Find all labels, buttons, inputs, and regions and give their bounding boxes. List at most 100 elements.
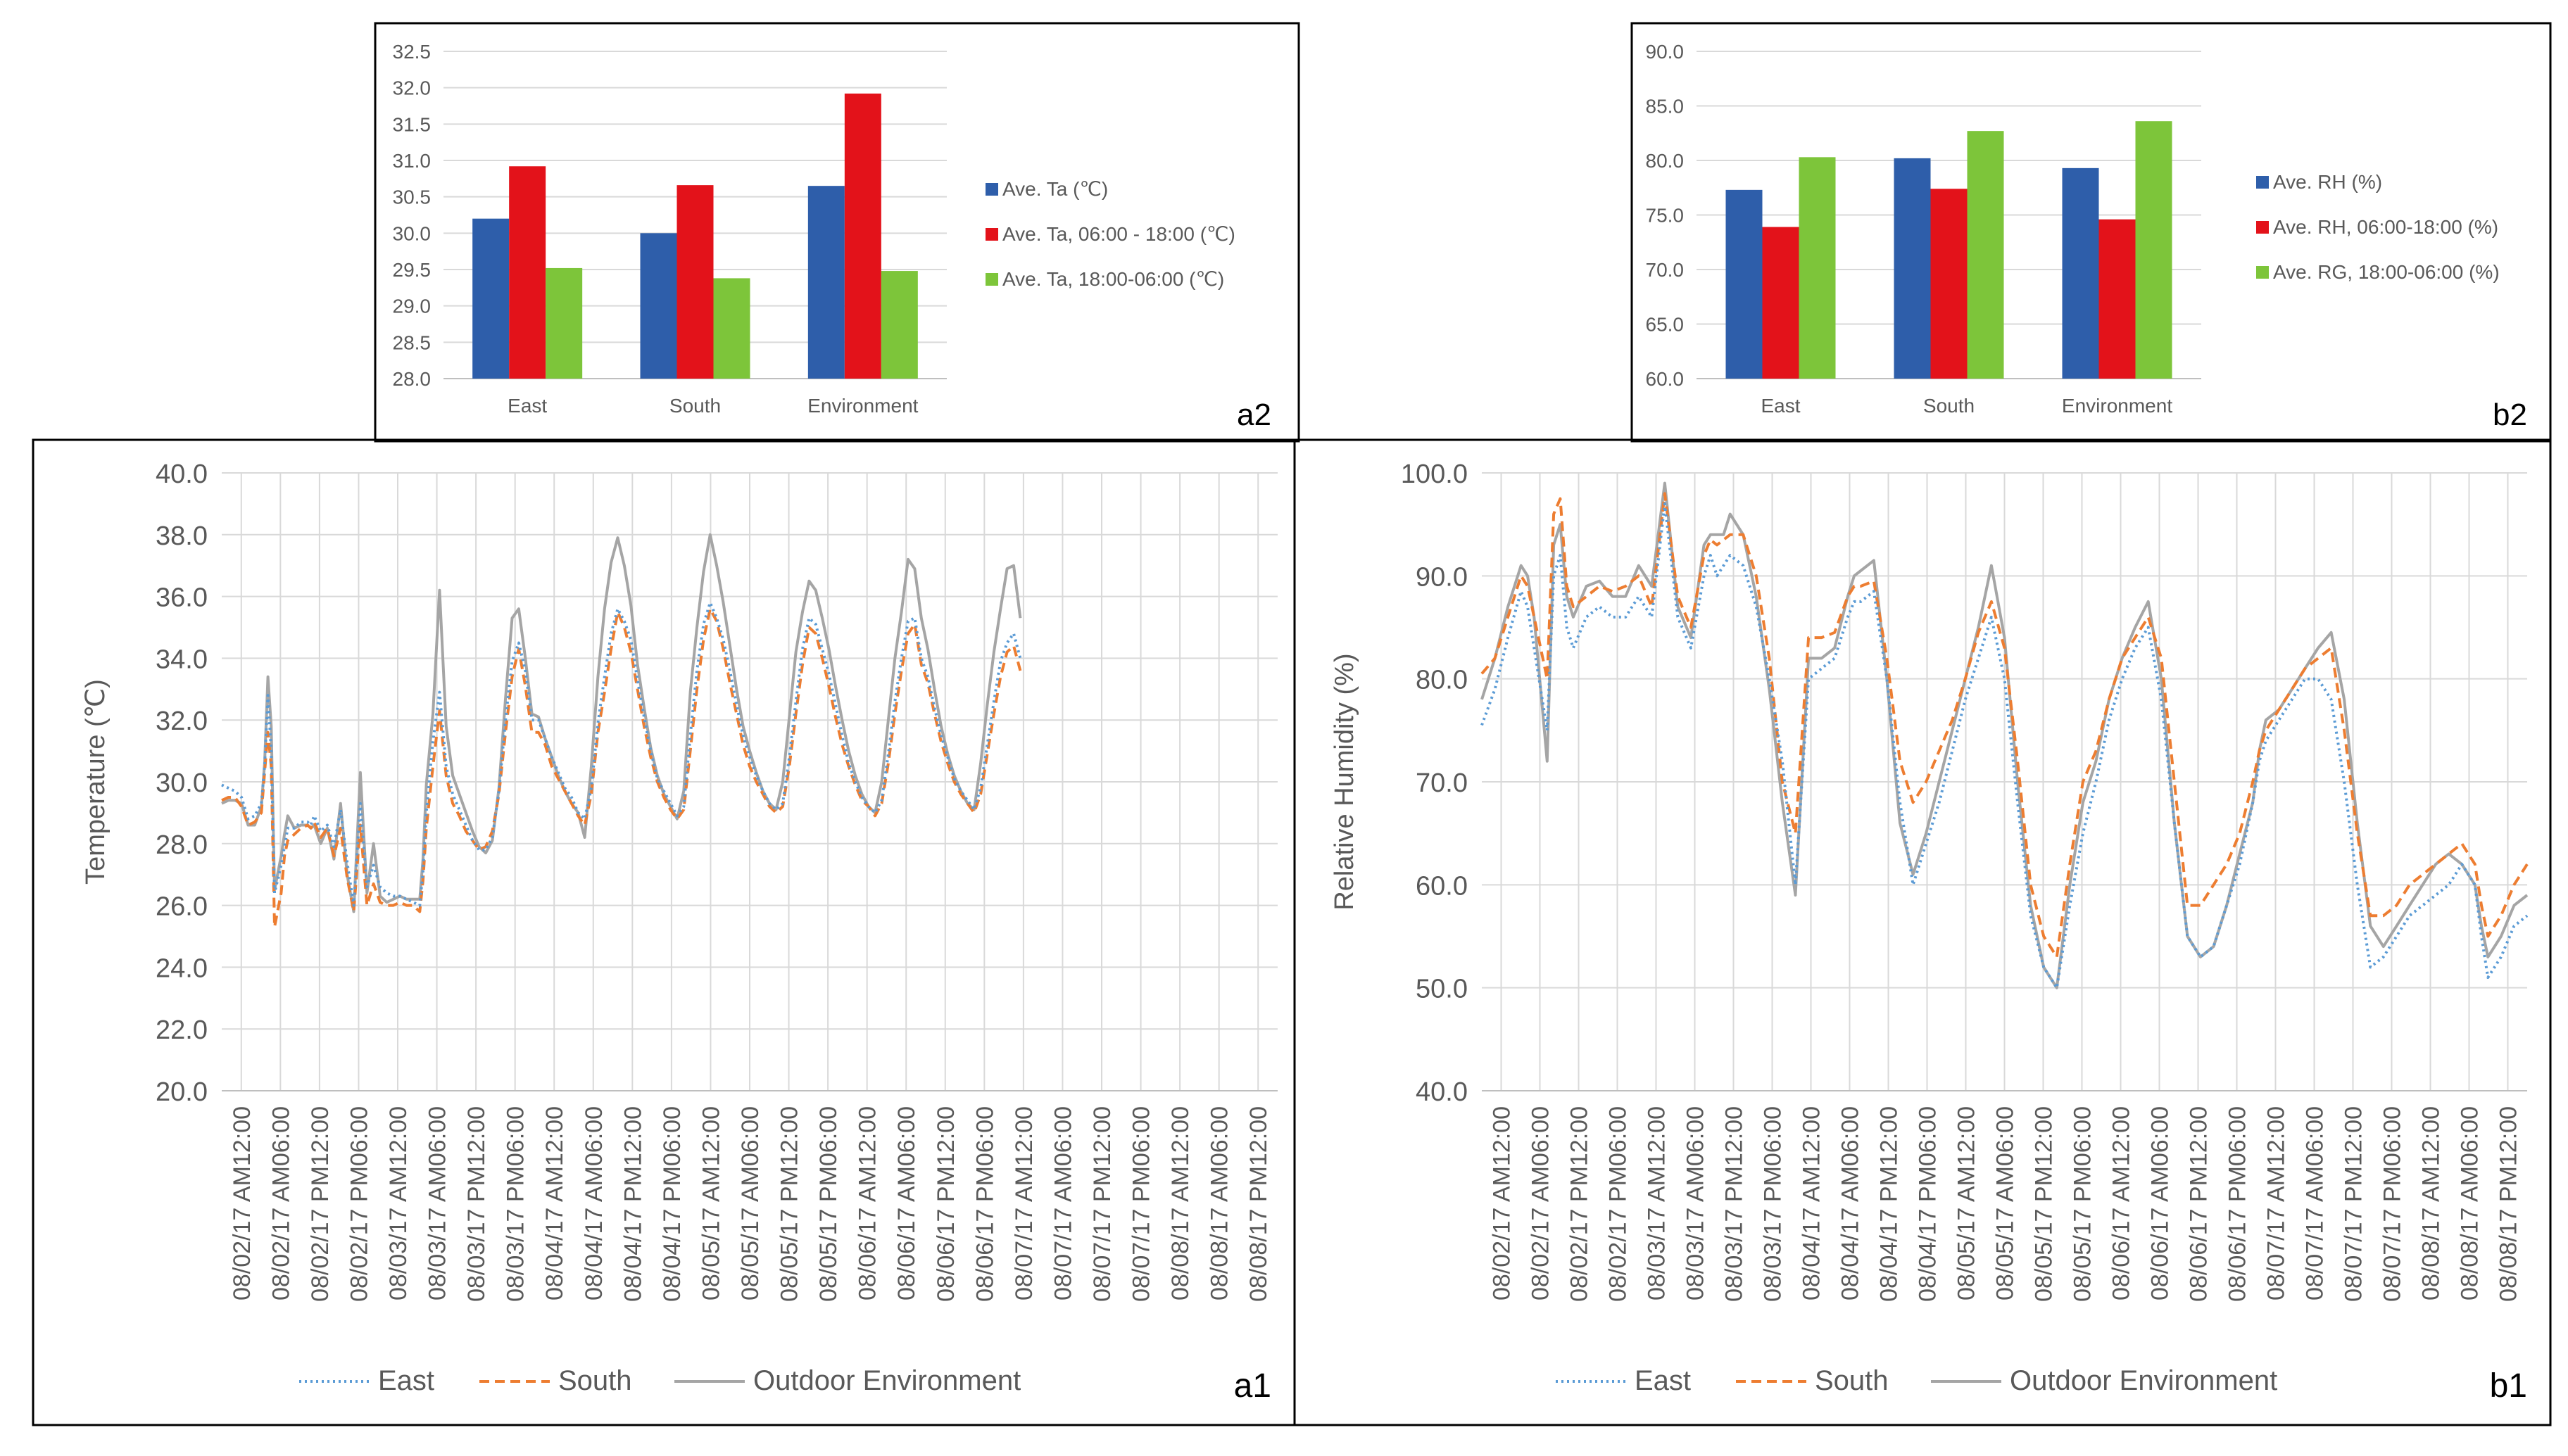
bar-east-3 — [1799, 157, 1836, 379]
x-tick-label: 08/05/17 AM12:00 — [1953, 1106, 1980, 1300]
bar-environment-1 — [807, 186, 845, 379]
y-tick-label: 24.0 — [156, 954, 208, 983]
y-tick-label: 29.0 — [393, 296, 432, 317]
x-tick-label: 08/05/17 AM06:00 — [737, 1106, 764, 1300]
x-tick-label: 08/06/17 PM12:00 — [933, 1106, 959, 1302]
y-tick-label: 30.0 — [156, 768, 208, 798]
y-tick-label: 90.0 — [1646, 41, 1685, 63]
legend-swatch — [986, 273, 998, 286]
x-tick-label: 08/08/17 AM06:00 — [2457, 1106, 2484, 1300]
x-tick-label: 08/02/17 PM06:00 — [346, 1106, 372, 1302]
panel-label: b1 — [2490, 1367, 2527, 1405]
y-tick-label: 65.0 — [1646, 314, 1685, 336]
x-category-label: Environment — [807, 395, 918, 417]
y-tick-label: 90.0 — [1416, 562, 1468, 592]
x-tick-label: 08/08/17 AM12:00 — [1167, 1106, 1194, 1300]
x-category-label: East — [508, 395, 547, 417]
y-tick-label: 32.5 — [393, 41, 432, 63]
y-tick-label: 40.0 — [1416, 1077, 1468, 1107]
x-tick-label: 08/05/17 PM06:00 — [815, 1106, 842, 1302]
y-tick-label: 31.0 — [393, 150, 432, 172]
x-tick-label: 08/07/17 PM06:00 — [2379, 1106, 2406, 1302]
y-tick-label: 28.0 — [156, 830, 208, 860]
x-tick-label: 08/07/17 AM12:00 — [2263, 1106, 2290, 1300]
x-tick-label: 08/06/17 AM06:00 — [893, 1106, 920, 1300]
x-tick-label: 08/04/17 AM06:00 — [1837, 1106, 1864, 1300]
bar-south-3 — [713, 278, 750, 379]
legend-label: South — [1815, 1365, 1889, 1396]
x-tick-label: 08/06/17 AM06:00 — [2147, 1106, 2174, 1300]
x-tick-label: 08/05/17 PM12:00 — [776, 1106, 803, 1302]
frame-b2 — [1630, 22, 2552, 443]
series-line-outdoor-environment — [1480, 481, 2529, 989]
legend-label: South — [558, 1365, 632, 1396]
panel-frames — [32, 22, 2552, 1426]
x-tick-label: 08/02/17 AM12:00 — [229, 1106, 256, 1300]
bar-east-2 — [509, 166, 546, 379]
x-tick-label: 08/02/17 PM12:00 — [307, 1106, 334, 1302]
series-line-outdoor-environment — [221, 533, 1022, 913]
legend-label: East — [1635, 1365, 1691, 1396]
x-tick-label: 08/02/17 PM06:00 — [1605, 1106, 1632, 1302]
y-tick-label: 60.0 — [1416, 871, 1468, 901]
panel-label: a1 — [1234, 1367, 1271, 1405]
legend-label: Ave. RG, 18:00-06:00 (%) — [2273, 261, 2500, 283]
y-tick-label: 28.5 — [393, 331, 432, 353]
y-tick-label: 30.0 — [393, 222, 432, 244]
y-tick-label: 32.0 — [156, 707, 208, 736]
x-tick-label: 08/05/17 PM12:00 — [2031, 1106, 2058, 1302]
x-tick-label: 08/08/17 AM06:00 — [1207, 1106, 1233, 1300]
legend-label: Ave. Ta (℃) — [1002, 178, 1108, 200]
x-tick-label: 08/06/17 PM06:00 — [2224, 1106, 2251, 1302]
bar-east-2 — [1762, 227, 1799, 379]
legend-label: Outdoor Environment — [753, 1365, 1021, 1396]
x-tick-label: 08/04/17 PM12:00 — [1876, 1106, 1903, 1302]
x-tick-label: 08/05/17 PM06:00 — [2070, 1106, 2096, 1302]
x-tick-label: 08/07/17 PM06:00 — [1128, 1106, 1155, 1302]
y-axis-title: Relative Humidity (%) — [1330, 653, 1359, 910]
series-line-south — [221, 607, 1022, 929]
bar-east-1 — [1725, 189, 1763, 379]
legend-label: Ave. Ta, 18:00-06:00 (℃) — [1002, 268, 1224, 290]
panel-a2-bar-chart: 28.0 28.5 29.0 29.5 30.0 30.5 31.0 31.5 32.0 32.5… — [393, 41, 1272, 432]
x-tick-label: 08/08/17 AM12:00 — [2418, 1106, 2445, 1300]
y-tick-label: 50.0 — [1416, 975, 1468, 1004]
panel-label: b2 — [2493, 398, 2527, 432]
y-tick-label: 60.0 — [1646, 368, 1685, 390]
y-axis-title: Temperature (℃) — [81, 679, 111, 885]
x-tick-label: 08/04/17 AM06:00 — [581, 1106, 608, 1300]
x-tick-label: 08/03/17 PM06:00 — [503, 1106, 529, 1302]
series-line-south — [1480, 492, 2529, 958]
x-tick-label: 08/07/17 AM06:00 — [1050, 1106, 1076, 1300]
y-tick-label: 32.0 — [393, 77, 432, 99]
x-tick-label: 08/05/17 AM06:00 — [1992, 1106, 2019, 1300]
y-tick-label: 31.5 — [393, 113, 432, 135]
x-tick-label: 08/02/17 PM12:00 — [1566, 1106, 1593, 1302]
y-tick-label: 20.0 — [156, 1077, 208, 1107]
y-tick-label: 36.0 — [156, 583, 208, 613]
x-tick-label: 08/07/17 AM06:00 — [2302, 1106, 2329, 1300]
bar-environment-2 — [844, 93, 881, 379]
x-tick-label: 08/04/17 AM12:00 — [1799, 1106, 1825, 1300]
x-tick-label: 08/03/17 PM12:00 — [1721, 1106, 1748, 1302]
x-tick-label: 08/08/17 PM12:00 — [2495, 1106, 2522, 1302]
panel-a1-line-chart: 20.0 22.0 24.0 26.0 28.0 30.0 32.0 34.0 36.0 38.0… — [81, 460, 1278, 1405]
series-line-east — [1480, 502, 2529, 989]
bar-south-2 — [1930, 189, 1968, 379]
y-tick-label: 34.0 — [156, 645, 208, 674]
legend-swatch — [2256, 176, 2269, 189]
y-tick-label: 70.0 — [1416, 768, 1468, 798]
bar-south-3 — [1967, 131, 2004, 379]
x-tick-label: 08/06/17 PM12:00 — [2186, 1106, 2213, 1302]
x-tick-label: 08/04/17 PM12:00 — [619, 1106, 646, 1302]
bar-environment-3 — [2135, 121, 2172, 379]
x-category-label: South — [669, 395, 721, 417]
y-tick-label: 80.0 — [1416, 666, 1468, 695]
legend-label: Outdoor Environment — [2010, 1365, 2277, 1396]
x-tick-label: 08/03/17 AM12:00 — [1644, 1106, 1670, 1300]
x-tick-label: 08/02/17 AM12:00 — [1489, 1106, 1516, 1300]
y-tick-label: 30.5 — [393, 186, 432, 208]
y-tick-label: 70.0 — [1646, 259, 1685, 281]
series-line-east — [221, 601, 1022, 907]
